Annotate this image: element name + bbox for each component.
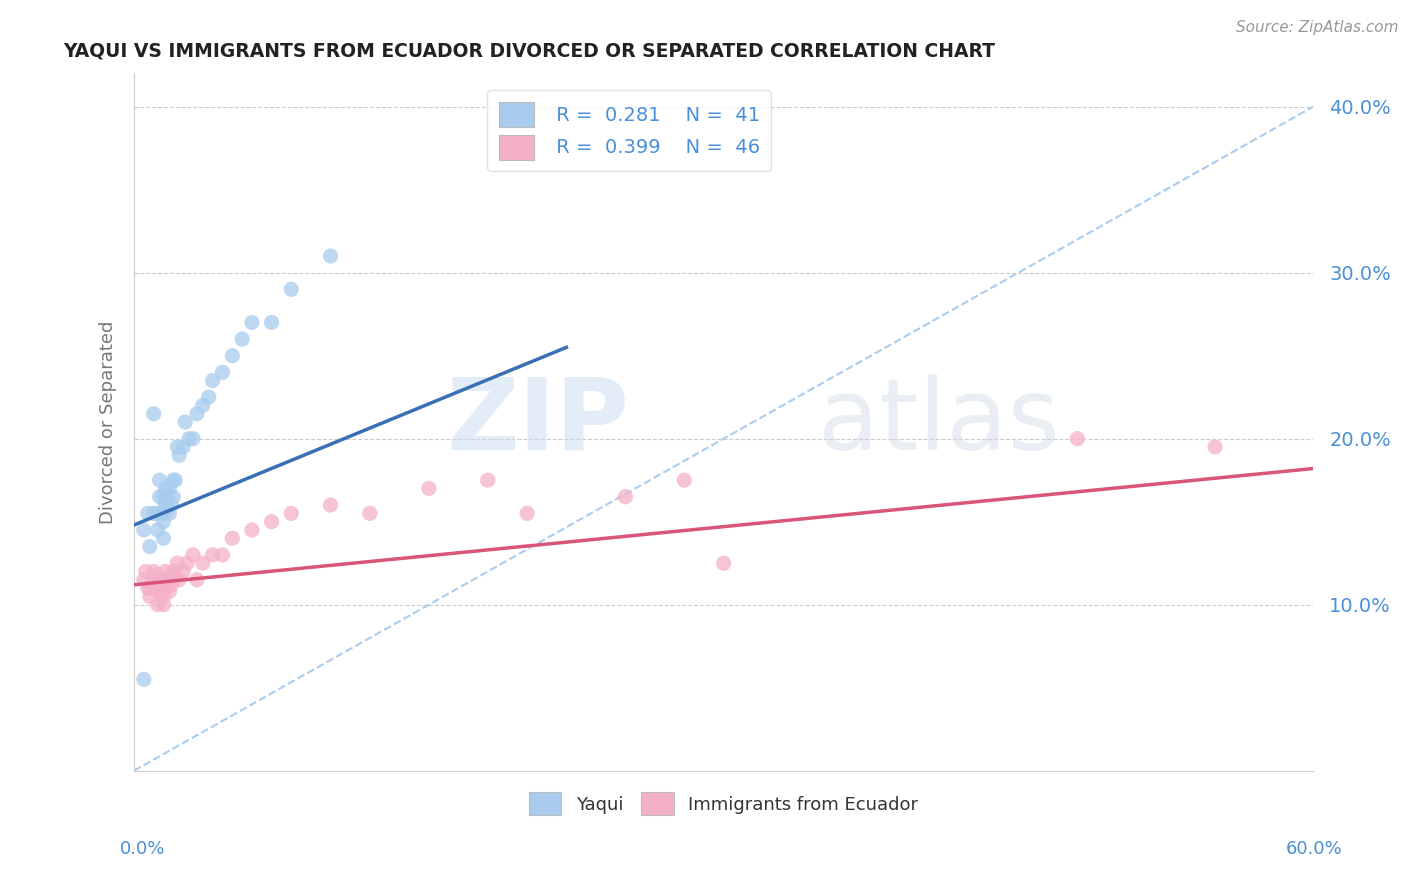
Point: [152, 507, 174, 521]
Point: [191, 556, 214, 570]
Legend: Yaqui, Immigrants from Ecuador: Yaqui, Immigrants from Ecuador: [520, 783, 928, 824]
Text: atlas: atlas: [818, 374, 1060, 471]
Point: [157, 482, 180, 496]
Point: [240, 523, 263, 537]
Point: [156, 573, 179, 587]
Point: [160, 498, 183, 512]
Point: [156, 490, 179, 504]
Point: [139, 590, 162, 604]
Point: [146, 567, 169, 582]
Point: [139, 540, 162, 554]
Point: [172, 565, 194, 579]
Point: [197, 390, 219, 404]
Point: [139, 581, 162, 595]
Point: [135, 565, 157, 579]
Point: [186, 407, 208, 421]
Text: ZIP: ZIP: [447, 374, 630, 471]
Point: [132, 673, 155, 687]
Point: [166, 556, 188, 570]
Point: [155, 498, 177, 512]
Point: [165, 473, 187, 487]
Point: [162, 565, 184, 579]
Point: [319, 498, 342, 512]
Point: [145, 581, 167, 595]
Point: [157, 584, 180, 599]
Point: [319, 249, 342, 263]
Point: [148, 573, 170, 587]
Point: [142, 407, 165, 421]
Point: [176, 556, 198, 570]
Point: [148, 473, 170, 487]
Point: [201, 374, 224, 388]
Point: [146, 507, 169, 521]
Text: 60.0%: 60.0%: [1286, 840, 1343, 858]
Point: [418, 482, 440, 496]
Point: [142, 573, 165, 587]
Point: [156, 501, 179, 516]
Point: [211, 548, 233, 562]
Point: [191, 399, 214, 413]
Point: [160, 578, 183, 592]
Point: [614, 490, 637, 504]
Point: [231, 332, 253, 346]
Point: [673, 473, 696, 487]
Point: [221, 531, 243, 545]
Point: [157, 507, 180, 521]
Point: [152, 531, 174, 545]
Point: [713, 556, 735, 570]
Point: [162, 473, 184, 487]
Point: [152, 573, 174, 587]
Point: [172, 440, 194, 454]
Text: 0.0%: 0.0%: [120, 840, 165, 858]
Point: [155, 482, 177, 496]
Point: [150, 578, 173, 592]
Point: [136, 581, 159, 595]
Point: [280, 507, 302, 521]
Point: [177, 432, 200, 446]
Point: [186, 573, 208, 587]
Point: [142, 507, 165, 521]
Point: [221, 349, 243, 363]
Point: [1066, 432, 1088, 446]
Point: [181, 432, 204, 446]
Point: [240, 315, 263, 329]
Point: [146, 598, 169, 612]
Point: [167, 573, 190, 587]
Point: [166, 440, 188, 454]
Point: [152, 598, 174, 612]
Y-axis label: Divorced or Separated: Divorced or Separated: [100, 320, 117, 524]
Point: [165, 567, 187, 582]
Point: [142, 565, 165, 579]
Point: [1204, 440, 1226, 454]
Point: [174, 415, 197, 429]
Point: [152, 490, 174, 504]
Point: [516, 507, 538, 521]
Point: [201, 548, 224, 562]
Text: YAQUI VS IMMIGRANTS FROM ECUADOR DIVORCED OR SEPARATED CORRELATION CHART: YAQUI VS IMMIGRANTS FROM ECUADOR DIVORCE…: [63, 42, 995, 61]
Point: [148, 584, 170, 599]
Point: [181, 548, 204, 562]
Point: [477, 473, 499, 487]
Point: [260, 315, 283, 329]
Point: [152, 515, 174, 529]
Point: [146, 523, 169, 537]
Point: [148, 490, 170, 504]
Point: [132, 523, 155, 537]
Point: [211, 365, 233, 379]
Point: [167, 448, 190, 462]
Point: [132, 573, 155, 587]
Point: [280, 282, 302, 296]
Point: [136, 507, 159, 521]
Point: [155, 581, 177, 595]
Text: Source: ZipAtlas.com: Source: ZipAtlas.com: [1236, 20, 1399, 35]
Point: [155, 565, 177, 579]
Point: [260, 515, 283, 529]
Point: [359, 507, 381, 521]
Point: [162, 490, 184, 504]
Point: [152, 590, 174, 604]
